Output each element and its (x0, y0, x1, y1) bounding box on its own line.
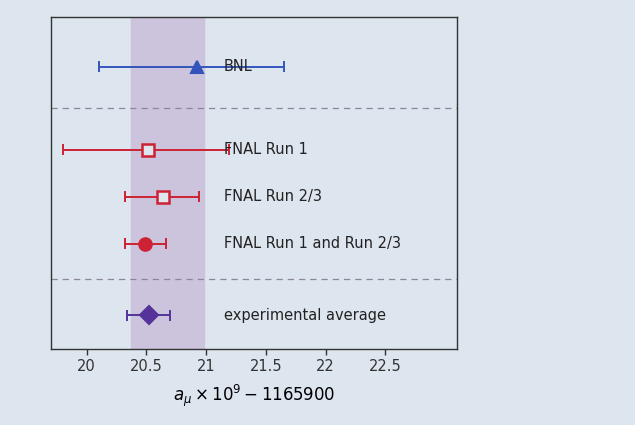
Text: BNL: BNL (224, 59, 253, 74)
Bar (131, 17, 204, 348)
Text: FNAL Run 2/3: FNAL Run 2/3 (224, 189, 322, 204)
Text: FNAL Run 1: FNAL Run 1 (224, 142, 308, 157)
Text: experimental average: experimental average (224, 308, 386, 323)
X-axis label: $a_{\mu} \times 10^9 - 1165900$: $a_{\mu} \times 10^9 - 1165900$ (173, 382, 335, 408)
Text: FNAL Run 1 and Run 2/3: FNAL Run 1 and Run 2/3 (224, 236, 401, 251)
